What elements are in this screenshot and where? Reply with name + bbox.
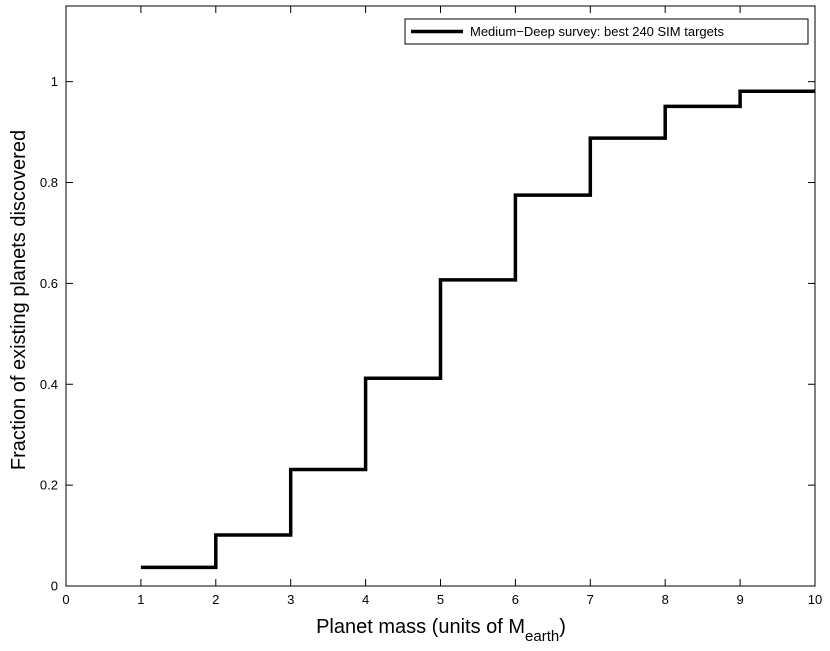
x-tick-label: 4 [362, 592, 369, 607]
x-tick-label: 6 [512, 592, 519, 607]
y-tick-label: 0 [51, 579, 58, 594]
legend-box [404, 18, 809, 45]
x-tick-label: 0 [62, 592, 69, 607]
y-tick-label: 0.6 [40, 276, 58, 291]
x-axis-label-suffix: ) [559, 616, 566, 638]
x-tick-label: 1 [137, 592, 144, 607]
legend-entry-label: Medium−Deep survey: best 240 SIM targets [470, 24, 724, 39]
x-axis-label: Planet mass (units of Mearth) [316, 616, 566, 645]
plot-area [65, 5, 816, 587]
y-axis-label: Fraction of existing planets discovered [8, 130, 30, 470]
x-tick-label: 5 [437, 592, 444, 607]
x-tick-label: 10 [808, 592, 822, 607]
x-axis-label-main: Planet mass (units of M [316, 616, 525, 638]
y-tick-label: 1 [51, 74, 58, 89]
x-axis-label-subscript: earth [525, 628, 559, 645]
x-tick-label: 8 [662, 592, 669, 607]
y-tick-label: 0.2 [40, 478, 58, 493]
x-tick-label: 9 [736, 592, 743, 607]
axes-ticks: 0 1 2 3 4 5 6 7 8 9 10 0 0.2 0.4 0.6 0.8 1 [40, 6, 822, 607]
y-tick-label: 0.8 [40, 175, 58, 190]
x-tick-label: 7 [587, 592, 594, 607]
x-tick-label: 2 [212, 592, 219, 607]
legend: Medium−Deep survey: best 240 SIM targets [404, 18, 809, 45]
x-tick-label: 3 [287, 592, 294, 607]
series-step-line [140, 89, 815, 570]
y-tick-label: 0.4 [40, 377, 58, 392]
